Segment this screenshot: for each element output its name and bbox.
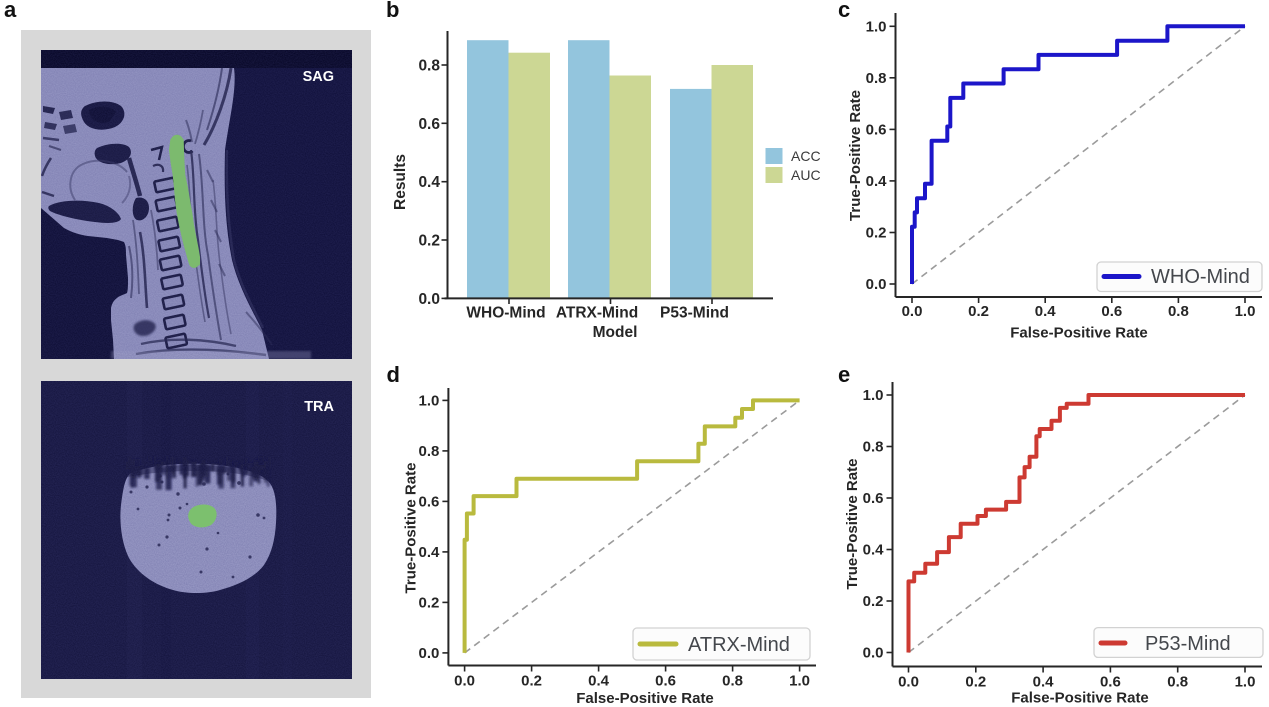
svg-text:0.6: 0.6 [418, 116, 440, 133]
svg-text:b: b [386, 0, 399, 22]
svg-text:True-Positive Rate: True-Positive Rate [847, 90, 864, 221]
svg-text:0.6: 0.6 [655, 673, 676, 690]
svg-text:ATRX-Mind: ATRX-Mind [556, 305, 638, 322]
svg-text:P53-Mind: P53-Mind [1145, 633, 1231, 655]
svg-text:0.2: 0.2 [965, 674, 986, 691]
svg-text:0.0: 0.0 [418, 291, 440, 308]
svg-text:0.8: 0.8 [419, 443, 440, 460]
svg-text:0.8: 0.8 [1167, 674, 1188, 691]
svg-text:0.8: 0.8 [722, 673, 743, 690]
svg-text:1.0: 1.0 [863, 387, 884, 404]
svg-text:TRA: TRA [304, 399, 334, 415]
svg-text:0.4: 0.4 [1033, 674, 1055, 691]
svg-text:0.2: 0.2 [418, 233, 440, 250]
svg-text:0.8: 0.8 [863, 439, 884, 456]
svg-text:SAG: SAG [303, 69, 334, 85]
svg-text:True-Positive Rate: True-Positive Rate [403, 463, 420, 594]
svg-text:0.6: 0.6 [419, 493, 440, 510]
svg-text:False-Positive Rate: False-Positive Rate [1011, 690, 1149, 707]
svg-text:ACC: ACC [791, 148, 821, 164]
svg-text:0.0: 0.0 [454, 673, 475, 690]
svg-text:0.8: 0.8 [1168, 303, 1189, 320]
svg-text:Model: Model [593, 324, 638, 341]
svg-text:True-Positive Rate: True-Positive Rate [844, 459, 861, 590]
svg-text:d: d [387, 362, 400, 387]
svg-text:0.4: 0.4 [588, 673, 610, 690]
svg-text:AUC: AUC [791, 167, 821, 183]
svg-text:c: c [838, 0, 850, 22]
svg-text:0.0: 0.0 [902, 303, 923, 320]
svg-text:0.2: 0.2 [863, 593, 884, 610]
svg-text:WHO-Mind: WHO-Mind [1151, 266, 1250, 288]
svg-text:False-Positive Rate: False-Positive Rate [576, 690, 714, 707]
svg-text:0.6: 0.6 [863, 490, 884, 507]
svg-text:0.0: 0.0 [863, 645, 884, 662]
svg-text:P53-Mind: P53-Mind [660, 305, 729, 322]
svg-text:a: a [4, 0, 17, 22]
svg-text:0.0: 0.0 [419, 645, 440, 662]
svg-text:0.6: 0.6 [866, 121, 887, 138]
svg-text:False-Positive Rate: False-Positive Rate [1010, 325, 1148, 342]
svg-text:0.4: 0.4 [866, 173, 888, 190]
svg-text:0.0: 0.0 [866, 276, 887, 293]
svg-text:0.4: 0.4 [418, 174, 440, 191]
svg-text:0.0: 0.0 [898, 674, 919, 691]
svg-text:WHO-Mind: WHO-Mind [466, 305, 545, 322]
svg-text:1.0: 1.0 [789, 673, 810, 690]
svg-text:0.2: 0.2 [968, 303, 989, 320]
svg-text:1.0: 1.0 [1235, 303, 1256, 320]
svg-text:0.4: 0.4 [419, 544, 441, 561]
svg-text:1.0: 1.0 [866, 18, 887, 35]
svg-text:0.8: 0.8 [866, 70, 887, 87]
svg-text:0.6: 0.6 [1101, 303, 1122, 320]
svg-text:0.2: 0.2 [419, 594, 440, 611]
svg-text:0.4: 0.4 [863, 542, 885, 559]
svg-text:0.8: 0.8 [418, 58, 440, 75]
svg-text:ATRX-Mind: ATRX-Mind [688, 634, 790, 656]
svg-text:0.2: 0.2 [866, 225, 887, 242]
svg-text:0.2: 0.2 [521, 673, 542, 690]
svg-text:0.4: 0.4 [1035, 303, 1057, 320]
svg-text:1.0: 1.0 [1235, 674, 1256, 691]
svg-text:0.6: 0.6 [1100, 674, 1121, 691]
svg-text:Results: Results [392, 154, 409, 210]
svg-text:e: e [838, 362, 850, 387]
svg-text:1.0: 1.0 [419, 392, 440, 409]
